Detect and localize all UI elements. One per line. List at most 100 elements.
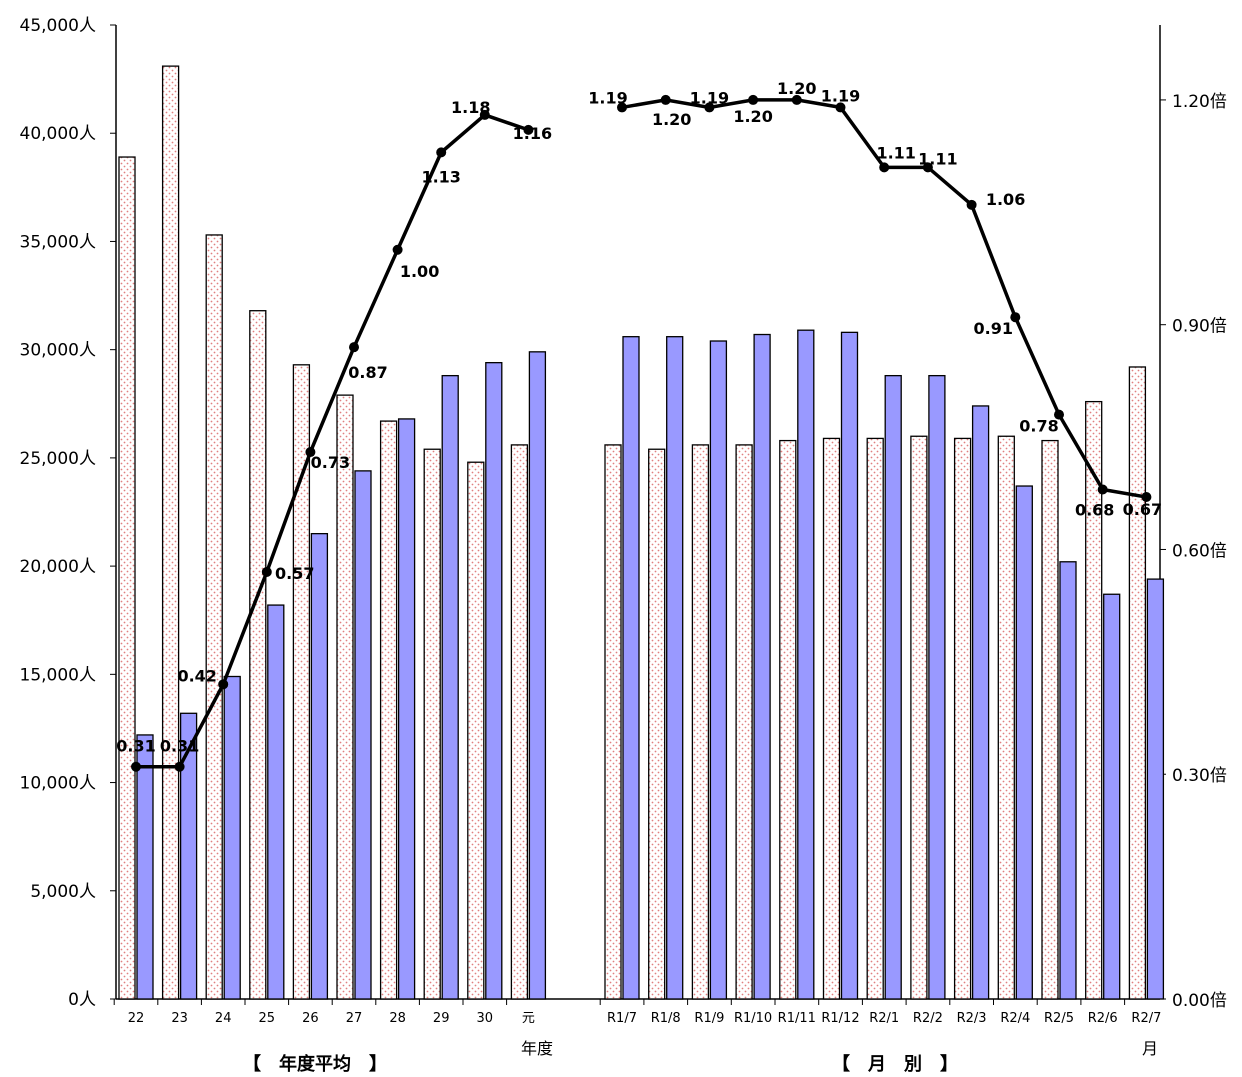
ratio-data-label: 1.11	[918, 149, 957, 168]
x-tick-label: R2/4	[1000, 1011, 1030, 1026]
left-tick-label: 35,000人	[20, 232, 96, 252]
bar-applicants	[336, 394, 354, 1000]
ratio-data-label: 0.31	[116, 737, 155, 756]
ratio-point	[479, 109, 490, 120]
x-tick-label: R1/10	[734, 1011, 772, 1026]
x-tick-label: 22	[128, 1011, 145, 1026]
ratio-data-label: 1.19	[588, 88, 627, 107]
ratio-data-label: 1.00	[400, 262, 439, 281]
ratio-point	[966, 199, 977, 210]
bar-applicants	[205, 234, 223, 1000]
bar-applicants	[822, 437, 841, 1000]
x-tick-label: 29	[433, 1011, 450, 1026]
bar-applicants	[379, 420, 398, 1000]
bar-openings	[397, 418, 416, 1000]
bar-applicants	[292, 364, 311, 1000]
bar-openings	[971, 405, 990, 1000]
left-tick-label: 30,000人	[20, 341, 96, 361]
bar-applicants	[953, 437, 972, 1000]
x-tick-label: R2/3	[957, 1011, 987, 1026]
bar-applicants	[910, 435, 928, 1000]
ratio-point	[704, 102, 715, 113]
bar-applicants	[779, 439, 797, 1000]
bar-applicants	[604, 444, 622, 1000]
ratio-point	[436, 147, 447, 158]
bar-applicants	[467, 461, 485, 1000]
bar-openings	[485, 362, 503, 1000]
ratio-point	[879, 162, 890, 173]
ratio-line	[131, 94, 1152, 772]
bars	[118, 65, 1165, 1000]
x-tick-label: R2/5	[1044, 1011, 1074, 1026]
bar-openings	[310, 532, 329, 1000]
ratio-point	[305, 447, 316, 458]
bar-applicants	[735, 444, 753, 1000]
ratio-line-segment	[136, 112, 529, 769]
x-tick-label: R1/9	[694, 1011, 724, 1026]
left-tick-label: 20,000人	[20, 557, 96, 577]
ratio-data-label: 1.19	[690, 88, 729, 107]
ratio-data-label: 0.42	[177, 666, 216, 685]
x-tick-label: R1/12	[821, 1011, 859, 1026]
bar-openings	[884, 374, 902, 1000]
bar-openings	[840, 331, 859, 1000]
ratio-point	[218, 679, 229, 690]
bar-openings	[179, 712, 198, 1000]
bar-applicants	[997, 435, 1015, 1000]
ratio-data-label: 1.19	[821, 86, 860, 105]
x-tick-label: R1/8	[651, 1011, 681, 1026]
ratio-point	[1054, 409, 1064, 420]
ratio-data-label: 0.57	[275, 564, 314, 583]
right-tick-label: 0.60倍	[1172, 541, 1227, 561]
ratio-data-label: 0.73	[311, 453, 350, 472]
left-tick-label: 0人	[68, 990, 96, 1010]
left-tick-label: 15,000人	[20, 665, 96, 685]
ratio-data-label: 1.20	[733, 107, 772, 126]
x-tick-label: 24	[215, 1011, 232, 1026]
bar-openings	[1146, 578, 1165, 1000]
bar-openings	[622, 336, 640, 1000]
bar-openings	[1103, 593, 1121, 1000]
left-tick-label: 5,000人	[30, 882, 96, 902]
x-unit-fiscal-year: 年度	[521, 1039, 553, 1058]
bar-applicants	[1085, 400, 1103, 1000]
ratio-point	[835, 102, 846, 113]
x-tick-label: R1/11	[778, 1011, 816, 1026]
data-labels: 0.31 0.31 0.42 0.57 0.73 0.87 1.00 1.13 1.18 1.16…	[116, 79, 1162, 756]
right-tick-label: 0.90倍	[1172, 317, 1227, 337]
group-label-annual: 【 年度平均 】	[243, 1053, 387, 1075]
x-tick-label: R2/2	[913, 1011, 943, 1026]
left-tick-label: 40,000人	[20, 124, 96, 144]
bar-openings	[136, 734, 154, 1000]
bar-applicants	[118, 156, 136, 1000]
bar-openings	[753, 333, 771, 1000]
x-tick-label: R2/6	[1088, 1011, 1118, 1026]
ratio-point	[1010, 312, 1021, 323]
ratio-data-label: 1.13	[421, 167, 460, 186]
bar-openings	[797, 329, 815, 1000]
bar-openings	[441, 374, 459, 1000]
bar-applicants	[510, 444, 529, 1000]
x-tick-label: 28	[389, 1011, 406, 1026]
bar-openings	[709, 340, 728, 1000]
bar-applicants	[648, 448, 666, 1000]
ratio-point	[349, 342, 359, 353]
ratio-data-label: 0.87	[348, 363, 387, 382]
bar-applicants	[866, 437, 884, 1000]
x-tick-label: 30	[477, 1011, 494, 1026]
ratio-point	[617, 102, 627, 113]
x-tick-label: R2/7	[1131, 1011, 1161, 1026]
right-tick-label: 0.00倍	[1172, 991, 1227, 1011]
bar-openings	[223, 675, 241, 1000]
x-tick-label: 25	[259, 1011, 276, 1026]
bar-openings	[354, 470, 372, 1000]
bar-applicants	[249, 310, 267, 1000]
bar-applicants	[161, 65, 180, 1000]
x-tick-label: 26	[302, 1011, 319, 1026]
left-tick-label: 10,000人	[20, 774, 96, 794]
x-tick-label: 23	[171, 1011, 188, 1026]
right-tick-label: 0.30倍	[1172, 766, 1227, 786]
bar-applicants	[1128, 366, 1147, 1000]
ratio-point	[748, 94, 759, 105]
